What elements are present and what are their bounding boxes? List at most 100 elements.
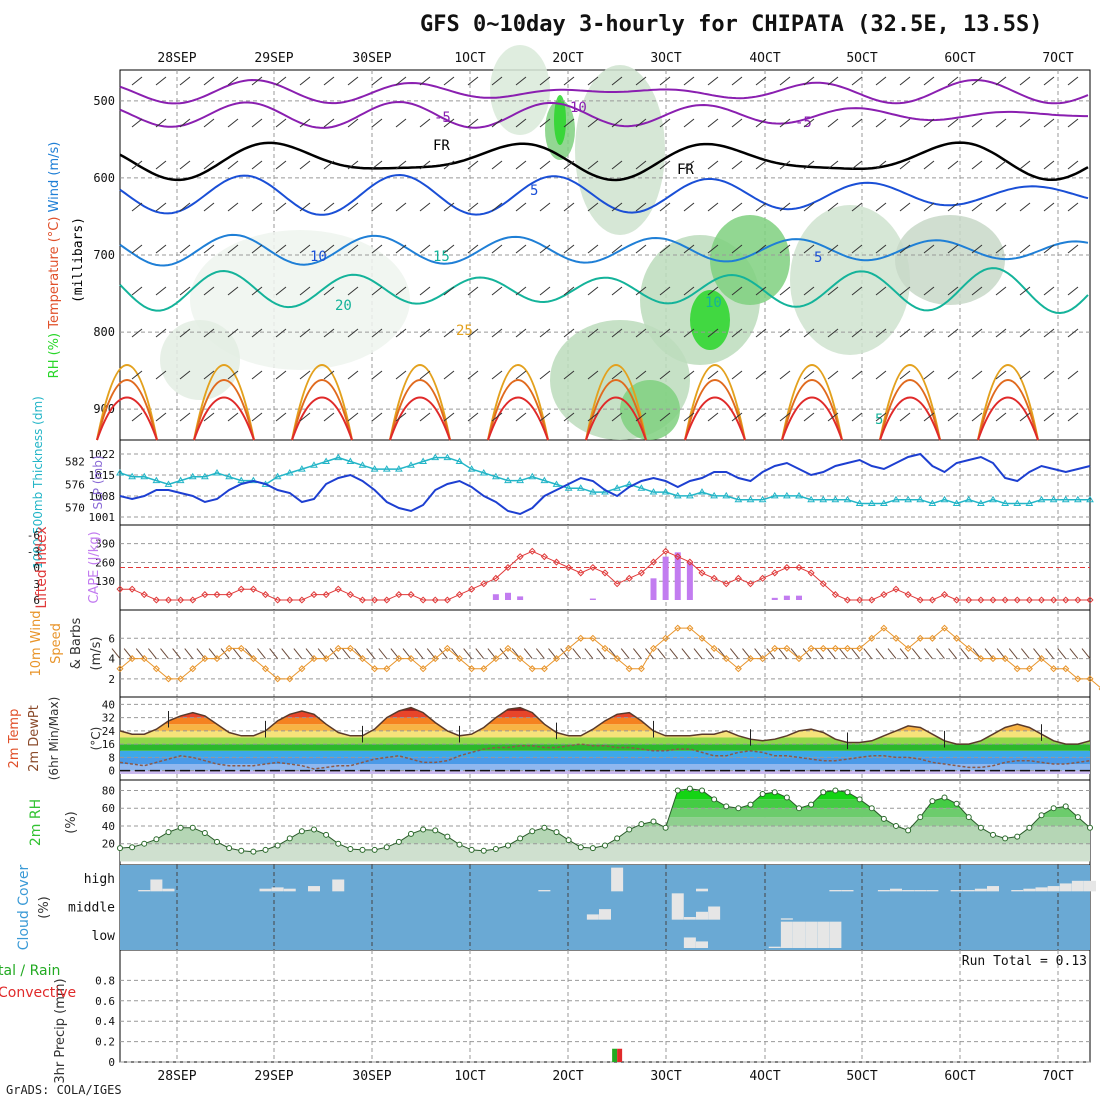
temp-contour-line: [119, 173, 1089, 216]
pressure-tick-label: 600: [93, 171, 115, 185]
wind-barb: [1067, 244, 1079, 254]
wind-barb: [779, 370, 791, 380]
wind-barb: [947, 328, 959, 338]
temp-band: [120, 750, 1090, 758]
wind-barb: [971, 118, 983, 128]
thickness-point: [116, 468, 124, 476]
surface-wind-barb: [1069, 648, 1079, 659]
wind-barb: [611, 118, 623, 128]
temp-line: [119, 706, 1091, 745]
cape-bar: [662, 556, 669, 600]
surface-wind-barb: [572, 648, 582, 659]
wind-barb: [227, 286, 239, 296]
wind-speed-point: [734, 665, 742, 673]
wind-barb: [635, 370, 647, 380]
lifted-tick-label: 3: [33, 578, 40, 591]
rh-point: [771, 789, 778, 796]
lifted-index-point: [722, 580, 730, 588]
rh-point: [929, 798, 936, 805]
wind-axis-label-b-group: Speed: [49, 623, 64, 664]
rh-band: [120, 817, 1090, 826]
rh-point: [723, 803, 730, 810]
cloud-bar: [1059, 883, 1072, 892]
wind-barb: [587, 118, 599, 128]
thickness-point: [564, 484, 573, 491]
wind-barb: [1019, 118, 1031, 128]
temp-arch-line: [487, 396, 549, 441]
wind-speed-point: [1074, 675, 1082, 683]
wind-barb: [491, 286, 503, 296]
cloud-bar: [1011, 890, 1024, 892]
lifted-index-point: [140, 591, 148, 599]
cloud-bar: [696, 941, 708, 948]
lifted-index-point: [322, 591, 330, 599]
wind-barb: [995, 412, 1007, 422]
wind-speed-point: [662, 634, 670, 642]
wind-barb: [947, 76, 959, 86]
precip-tick-label: 0.2: [95, 1036, 115, 1049]
wind-barb: [875, 244, 887, 254]
wind-barb: [923, 76, 935, 86]
wind-speed-point: [722, 655, 730, 663]
temp-contour-line: [119, 267, 1089, 315]
wind-barb: [827, 412, 839, 422]
pressure-tick-label: 700: [93, 248, 115, 262]
wind-speed-point: [601, 644, 609, 652]
wind-speed-point: [565, 644, 573, 652]
wind-barb: [755, 328, 767, 338]
wind-barb: [347, 412, 359, 422]
bottom-date-label: 5OCT: [846, 1069, 877, 1084]
cloud-bar: [671, 893, 684, 920]
wind-barb: [371, 286, 383, 296]
thickness-point: [649, 488, 658, 495]
surface-wind-barb: [147, 648, 157, 659]
thickness-line: [119, 456, 1090, 505]
thickness-point: [128, 472, 137, 480]
wind-speed-point: [274, 675, 282, 683]
wind-barb: [155, 328, 167, 338]
wind-barb: [275, 118, 287, 128]
thickness-axis-label-group: 1000-500mb Thickness (dm): [31, 396, 45, 569]
wind-barb: [539, 160, 551, 170]
wind-barb: [635, 76, 647, 86]
lifted-index-point: [225, 591, 233, 599]
wind-barb: [827, 76, 839, 86]
wind-barb: [539, 286, 551, 296]
wind-barb: [371, 160, 383, 170]
surface-wind-barb: [475, 648, 485, 659]
wind-barb: [995, 328, 1007, 338]
rh-point: [541, 824, 548, 831]
wind-barb: [923, 370, 935, 380]
cape-bar: [771, 597, 778, 600]
wind-barb: [899, 244, 911, 254]
wind-speed-point: [916, 634, 924, 642]
top-date-label: 28SEP: [157, 51, 196, 66]
rh-point: [1062, 803, 1069, 810]
wind-barb: [347, 244, 359, 254]
surface-wind-barb: [936, 648, 945, 659]
wind-speed-point: [128, 655, 136, 663]
contour-label: -5: [795, 115, 812, 131]
wind-barb: [155, 370, 167, 380]
wind-barb: [467, 160, 479, 170]
wind-barb: [755, 202, 767, 212]
lifted-index-point: [504, 563, 512, 572]
slp-line: [119, 452, 1091, 516]
rh-point: [759, 790, 766, 797]
thickness-point: [297, 465, 306, 472]
rh-point: [492, 846, 499, 853]
thickness-point: [661, 488, 670, 495]
thickness-point: [904, 495, 913, 503]
cloud-axis-label-group: Cloud Cover: [16, 865, 32, 951]
cloud-bar: [586, 914, 599, 920]
rh-point: [250, 848, 257, 855]
wind-barb: [347, 328, 359, 338]
temp-arch-line: [291, 396, 353, 441]
temp-arch-line: [684, 364, 746, 441]
wind-barb: [611, 370, 623, 380]
surface-wind-barb: [1008, 648, 1018, 659]
rh-point: [359, 846, 366, 853]
thickness-point: [382, 465, 391, 472]
thickness-point: [952, 499, 961, 507]
rh-point: [1050, 805, 1057, 812]
